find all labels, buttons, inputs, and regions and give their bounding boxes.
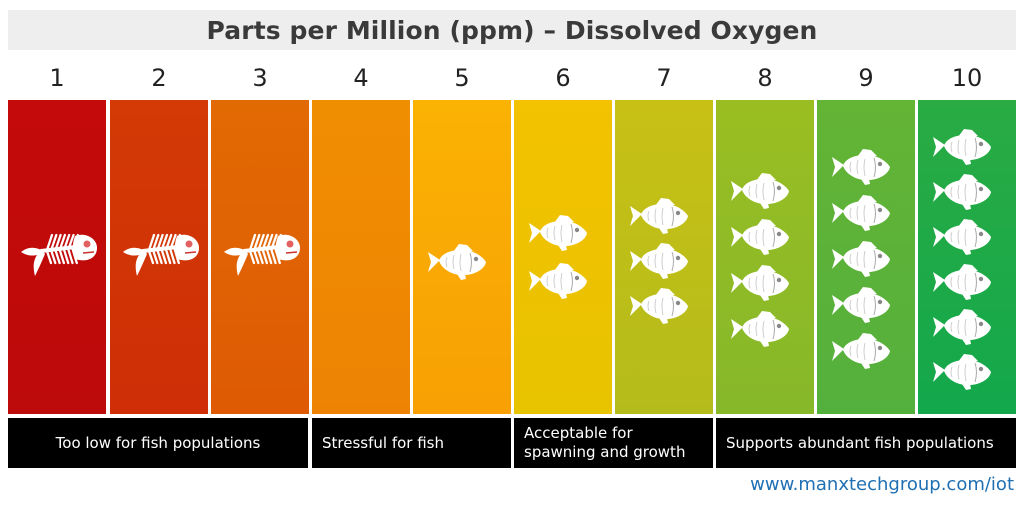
level-column-8 [716,100,814,414]
fish-skeleton-icon [123,233,199,276]
level-number-5: 5 [454,64,470,92]
level-number-6: 6 [555,64,571,92]
fish-icon [428,244,486,280]
fish-icon [529,215,587,251]
level-column-9 [817,100,915,414]
category-label-acceptable: Acceptable for spawning and growth [514,418,713,468]
fish-icon [832,195,890,231]
level-column-4 [312,100,410,414]
level-number-4: 4 [353,64,369,92]
fish-icon [731,265,789,301]
category-label-stressful: Stressful for fish [312,418,511,468]
fish-skeleton-icon [21,233,97,276]
title-bar: Parts per Million (ppm) – Dissolved Oxyg… [8,10,1016,50]
category-label-too-low: Too low for fish populations [8,418,308,468]
level-column-2 [110,100,208,414]
fish-icon [832,287,890,323]
level-number-8: 8 [757,64,773,92]
level-column-5 [413,100,511,414]
level-number-9: 9 [858,64,874,92]
fish-icon [933,264,991,300]
level-number-1: 1 [49,64,65,92]
fish-skeleton-icon [224,233,300,276]
fish-icon [832,241,890,277]
level-number-7: 7 [656,64,672,92]
fish-icon [630,288,688,324]
fish-icon [529,263,587,299]
level-column-10 [918,100,1016,414]
page-title: Parts per Million (ppm) – Dissolved Oxyg… [206,15,818,45]
category-label-abundant: Supports abundant fish populations [716,418,1016,468]
level-column-7 [615,100,713,414]
fish-icon [933,219,991,255]
fish-icon [832,333,890,369]
level-column-1 [8,100,106,414]
fish-icon [933,129,991,165]
fish-icon [933,309,991,345]
fish-icon [630,243,688,279]
fish-icon [731,219,789,255]
website-link[interactable]: www.manxtechgroup.com/iot [750,474,1014,495]
fish-icon [933,354,991,390]
level-column-6 [514,100,612,414]
level-number-3: 3 [252,64,268,92]
fish-icon [731,311,789,347]
level-column-3 [211,100,309,414]
fish-icon [630,198,688,234]
fish-icon [731,173,789,209]
level-number-2: 2 [151,64,167,92]
level-number-10: 10 [951,64,983,92]
fish-icon [933,174,991,210]
fish-icon [832,149,890,185]
